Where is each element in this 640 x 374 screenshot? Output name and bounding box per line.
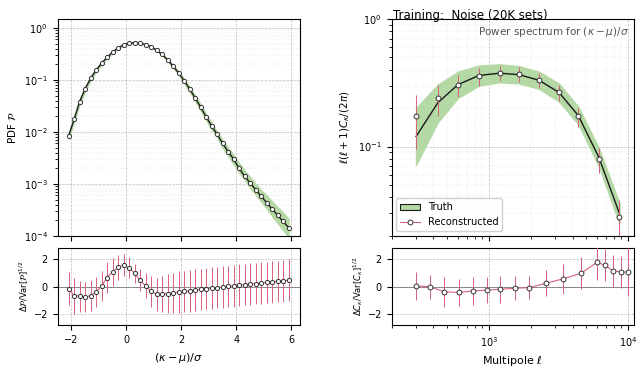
X-axis label: $(\kappa - \mu)/\sigma$: $(\kappa - \mu)/\sigma$	[154, 351, 203, 365]
Text: Training:  Noise (20K sets): Training: Noise (20K sets)	[393, 9, 548, 22]
Y-axis label: $\Delta\mathcal{P}/\mathrm{Var}[\mathcal{P}]^{1/2}$: $\Delta\mathcal{P}/\mathrm{Var}[\mathcal…	[17, 261, 31, 312]
Y-axis label: PDF $\mathcal{P}$: PDF $\mathcal{P}$	[6, 111, 18, 144]
X-axis label: Multipole $\ell$: Multipole $\ell$	[483, 355, 543, 368]
Y-axis label: $\Delta C_\kappa/\mathrm{Var}[C_\kappa]^{1/2}$: $\Delta C_\kappa/\mathrm{Var}[C_\kappa]^…	[351, 257, 365, 316]
Legend: Truth, Reconstructed: Truth, Reconstructed	[396, 199, 502, 231]
Y-axis label: $\ell(\ell+1)C_\kappa/(2\pi)$: $\ell(\ell+1)C_\kappa/(2\pi)$	[339, 91, 353, 164]
Text: Power spectrum for $(\kappa - \mu)/\sigma$: Power spectrum for $(\kappa - \mu)/\sigm…	[478, 25, 628, 39]
